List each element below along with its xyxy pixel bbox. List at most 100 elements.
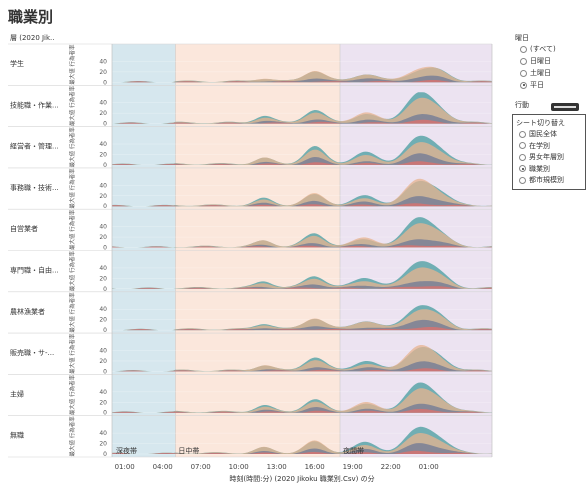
series-area <box>112 345 492 372</box>
row-header: 層 (2020 Jik.. <box>10 34 55 42</box>
series-area <box>112 245 492 248</box>
row-label: 経営者・管理... <box>10 142 59 151</box>
weekday-filter-title: 曜日 <box>515 34 529 42</box>
y-tick-label: 20 <box>99 441 107 448</box>
row-label: 学生 <box>10 59 24 68</box>
sheet-option-label: 国民全体 <box>529 130 557 138</box>
sheet-option-label: 都市規模別 <box>529 176 564 184</box>
sheet-option-label: 男女年層別 <box>529 153 564 161</box>
series-area <box>112 403 492 413</box>
weekday-option-label: 平日 <box>530 81 544 89</box>
series-area <box>112 426 492 454</box>
y-tick-label: 20 <box>99 234 107 241</box>
series-area <box>112 327 492 331</box>
radio-icon[interactable] <box>520 81 527 89</box>
y-tick-label: 20 <box>99 193 107 200</box>
weekday-option-label: 土曜日 <box>530 69 551 77</box>
sheet-switch-title: シート切り替え <box>516 119 565 127</box>
behavior-dropdown-toggle[interactable] <box>551 103 579 111</box>
radio-icon[interactable] <box>519 153 526 161</box>
y-axis-label: 最大値 行為者率 <box>68 85 76 126</box>
series-area <box>112 223 492 248</box>
y-tick-label: 40 <box>99 265 107 272</box>
x-tick-label: 19:00 <box>343 463 363 471</box>
y-axis-label: 最大値 行為者率 <box>68 44 76 85</box>
y-tick-label: 40 <box>99 58 107 65</box>
radio-icon[interactable] <box>520 57 527 65</box>
sheet-option[interactable]: 国民全体 <box>519 129 557 139</box>
radio-icon[interactable] <box>519 165 526 172</box>
x-tick-label: 01:00 <box>115 463 135 471</box>
series-area <box>112 443 492 454</box>
y-tick-label: 20 <box>99 151 107 158</box>
series-area <box>112 239 492 248</box>
weekday-option[interactable]: 土曜日 <box>520 68 551 78</box>
band-label: 日中帯 <box>178 446 199 455</box>
series-area <box>112 368 492 372</box>
y-tick-label: 0 <box>103 368 107 375</box>
y-axis-label: 最大値 行為者率 <box>68 374 76 415</box>
radio-icon[interactable] <box>519 176 526 184</box>
series-area <box>112 161 492 165</box>
series-area <box>112 361 492 372</box>
y-tick-label: 20 <box>99 110 107 117</box>
y-tick-label: 0 <box>103 451 107 458</box>
series-area <box>112 119 492 124</box>
row-label: 無職 <box>10 431 24 440</box>
y-axis-label: 最大値 行為者率 <box>68 168 76 209</box>
weekday-option[interactable]: 平日 <box>520 80 544 90</box>
x-axis-title: 時刻(時間:分) (2020 Jikoku 職業別.Csv) の分 <box>229 474 374 483</box>
weekday-option[interactable]: 日曜日 <box>520 56 551 66</box>
series-area <box>112 75 492 83</box>
y-tick-label: 0 <box>103 245 107 252</box>
y-tick-label: 0 <box>103 203 107 210</box>
page-title: 職業別 <box>8 8 54 26</box>
y-tick-label: 20 <box>99 399 107 406</box>
y-axis-label: 最大値 行為者率 <box>68 127 76 168</box>
y-tick-label: 40 <box>99 100 107 107</box>
series-area <box>112 267 492 289</box>
series-area <box>112 196 492 207</box>
x-tick-label: 07:00 <box>191 463 211 471</box>
radio-icon[interactable] <box>520 69 527 77</box>
series-area <box>112 142 492 165</box>
sheet-option[interactable]: 都市規模別 <box>519 175 564 185</box>
y-tick-label: 0 <box>103 121 107 128</box>
x-tick-label: 10:00 <box>229 463 249 471</box>
y-tick-label: 0 <box>103 327 107 334</box>
y-tick-label: 40 <box>99 389 107 396</box>
row-label: 自営業者 <box>10 224 38 233</box>
series-area <box>112 66 492 83</box>
sheet-option-label: 職業別 <box>529 164 550 173</box>
y-axis-label: 最大値 行為者率 <box>68 416 76 457</box>
series-area <box>112 92 492 124</box>
sheet-option[interactable]: 職業別 <box>519 164 550 174</box>
y-tick-label: 40 <box>99 224 107 231</box>
series-area <box>112 388 492 413</box>
weekday-option[interactable]: (すべて) <box>520 44 556 54</box>
row-label: 技能職・作業... <box>10 100 59 109</box>
sheet-option-label: 在学別 <box>529 141 550 150</box>
y-tick-label: 40 <box>99 141 107 148</box>
band-label: 夜間帯 <box>343 446 364 455</box>
row-label: 販売職・サ-... <box>10 348 54 357</box>
sheet-option[interactable]: 在学別 <box>519 141 550 151</box>
sheet-option[interactable]: 男女年層別 <box>519 152 564 162</box>
weekday-option-label: (すべて) <box>530 45 556 53</box>
radio-icon[interactable] <box>519 142 526 149</box>
y-tick-label: 40 <box>99 430 107 437</box>
row-label: 専門職・自由... <box>10 266 59 275</box>
series-area <box>112 135 492 165</box>
series-area <box>112 433 492 454</box>
radio-icon[interactable] <box>520 45 527 53</box>
y-tick-label: 40 <box>99 306 107 313</box>
series-area <box>112 309 492 331</box>
y-tick-label: 40 <box>99 182 107 189</box>
behavior-filter-title: 行動 <box>515 101 529 109</box>
series-area <box>112 153 492 165</box>
row-label: 農林漁業者 <box>10 307 45 316</box>
y-tick-label: 0 <box>103 286 107 293</box>
y-tick-label: 20 <box>99 275 107 282</box>
radio-icon[interactable] <box>519 130 526 138</box>
